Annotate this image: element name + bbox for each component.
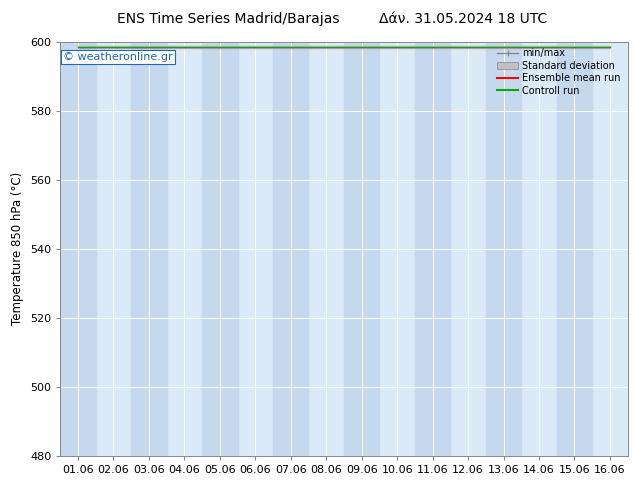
Text: Δάν. 31.05.2024 18 UTC: Δάν. 31.05.2024 18 UTC <box>378 12 547 26</box>
Legend: min/max, Standard deviation, Ensemble mean run, Controll run: min/max, Standard deviation, Ensemble me… <box>493 45 624 99</box>
Bar <box>415 42 450 456</box>
Bar <box>273 42 309 456</box>
Bar <box>557 42 592 456</box>
Text: ENS Time Series Madrid/Barajas: ENS Time Series Madrid/Barajas <box>117 12 339 26</box>
Bar <box>202 42 238 456</box>
Y-axis label: Temperature 850 hPa (°C): Temperature 850 hPa (°C) <box>11 172 24 325</box>
Bar <box>60 42 96 456</box>
Bar <box>486 42 521 456</box>
Bar <box>344 42 379 456</box>
Bar <box>131 42 167 456</box>
Text: © weatheronline.gr: © weatheronline.gr <box>63 52 172 62</box>
